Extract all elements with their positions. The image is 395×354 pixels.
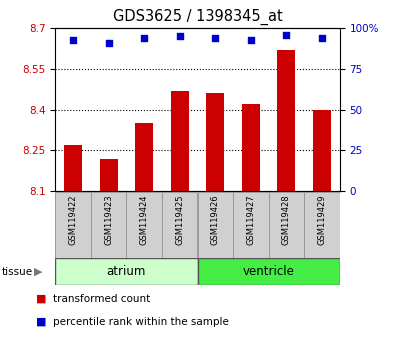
Text: transformed count: transformed count [53,294,150,304]
Bar [135,123,153,191]
Bar [198,258,340,285]
Text: ▶: ▶ [34,267,42,277]
Bar [55,258,198,285]
Text: percentile rank within the sample: percentile rank within the sample [53,317,229,327]
Text: GSM119426: GSM119426 [211,195,220,245]
Point [283,32,290,38]
Bar [313,110,331,191]
FancyBboxPatch shape [55,192,91,258]
Bar [64,145,82,191]
FancyBboxPatch shape [198,192,233,258]
FancyBboxPatch shape [269,192,304,258]
Bar [277,50,295,191]
Bar [100,159,118,191]
Text: ■: ■ [36,294,46,304]
Point [212,35,218,41]
FancyBboxPatch shape [304,192,340,258]
Point [105,40,112,46]
Text: atrium: atrium [107,265,146,278]
Text: ventricle: ventricle [243,265,295,278]
FancyBboxPatch shape [126,192,162,258]
Text: GSM119429: GSM119429 [318,195,326,245]
Text: tissue: tissue [2,267,33,277]
FancyBboxPatch shape [233,192,269,258]
Point [248,37,254,42]
Bar [171,91,189,191]
Text: GSM119428: GSM119428 [282,195,291,245]
Text: GSM119423: GSM119423 [104,195,113,245]
FancyBboxPatch shape [162,192,198,258]
Text: GSM119427: GSM119427 [246,195,255,245]
FancyBboxPatch shape [91,192,126,258]
Bar [242,104,260,191]
Point [70,37,76,42]
Text: GSM119422: GSM119422 [69,195,77,245]
Point [177,34,183,39]
Bar [206,93,224,191]
Point [319,35,325,41]
Point [141,35,147,41]
Text: GSM119424: GSM119424 [140,195,149,245]
Text: GSM119425: GSM119425 [175,195,184,245]
Text: ■: ■ [36,317,46,327]
Text: GDS3625 / 1398345_at: GDS3625 / 1398345_at [113,9,282,25]
